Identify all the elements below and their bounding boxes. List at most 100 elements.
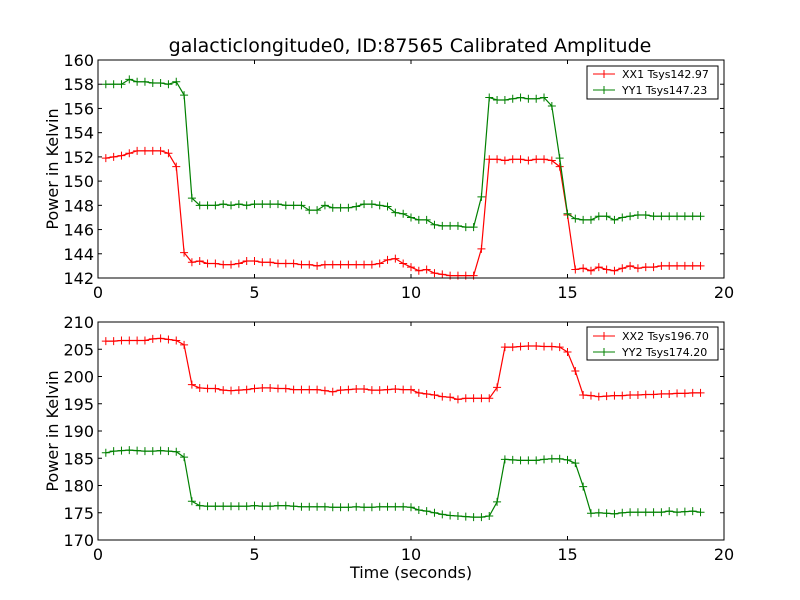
top-series-1-point [477,244,486,253]
top-series-2-point [540,93,549,102]
bottom-series-1-point [289,385,298,394]
bottom-series-2-point [391,502,400,511]
bottom-series-1-point [602,392,611,401]
bottom-series-2-point [665,507,674,516]
bottom-series-layer [101,334,705,522]
bottom-series-1-point [180,340,189,349]
bottom-series-1-point [626,391,635,400]
top-series-2-point [367,200,376,209]
bottom-series-1-point [407,385,415,394]
top-series-2-point [289,201,298,210]
bottom-series-2-point [688,507,697,516]
top-legend-box [586,65,719,100]
top-series-1-point [579,264,588,273]
bottom-x-tick-label: 20 [714,545,734,564]
top-series-2-point [493,95,502,104]
bottom-subplot: 0 5 10 15 20 170 175 180 185 190 195 200 205 210 Powe… [43,313,734,582]
bottom-legend-label-yy2: YY2 Tsys174.20 [621,346,707,359]
top-x-tick-label: 0 [93,283,103,302]
bottom-series-1-point [571,367,580,376]
bottom-series-2-point [352,502,361,511]
bottom-legend: XX2 Tsys196.70 YY2 Tsys174.20 [586,326,719,361]
top-y-tick-label: 144 [63,245,94,264]
top-series-2-point [109,80,118,89]
top-series-2-point [352,202,361,211]
top-legend-label-yy1: YY1 Tsys147.23 [621,84,707,97]
bottom-series-1-point [438,392,447,401]
top-series-2-point [227,201,236,210]
top-series-2-point [438,221,447,230]
bottom-series-2-point [172,447,181,456]
top-x-tick-label: 20 [714,283,734,302]
top-series-2-point [547,102,556,111]
bottom-series-2-point [626,508,635,517]
bottom-series-2-point [657,508,666,517]
bottom-series-1-point [461,394,470,403]
top-series-2-point [649,212,658,221]
top-series-2-point [461,223,470,232]
top-series-2-point [633,211,642,220]
top-series-1-point [367,260,376,269]
bottom-series-1-point [469,394,478,403]
top-series-1-point [360,260,369,269]
bottom-series-2-point [493,497,502,506]
top-series-1-point [305,260,314,269]
top-x-tick-label: 5 [249,283,259,302]
bottom-series-1-point [305,385,314,394]
top-series-2-point [571,214,580,223]
bottom-series-2-point [524,456,533,465]
bottom-series-2-point [563,455,572,464]
bottom-series-1-point [383,385,392,394]
bottom-series-1-point [156,334,165,343]
top-series-1-point [407,263,415,272]
top-series-1-point [258,258,267,267]
bottom-series-1-point [164,335,173,344]
top-series-2-point [203,201,212,210]
bottom-series-2-point [156,446,165,455]
bottom-series-1-point [133,336,142,345]
bottom-series-1-point [500,343,509,352]
top-series-2-point [187,194,196,203]
top-series-1-point [602,265,611,274]
top-series-1-point [571,265,580,274]
bottom-series-2-point [195,501,204,510]
top-series-1-point [383,255,392,264]
bottom-series-1-point [203,384,212,393]
top-series-2-point [313,206,322,215]
top-series-1-point [586,266,595,275]
top-series-1-point [680,261,689,270]
top-series-1-point [273,259,282,268]
bottom-series-2-point [579,482,588,491]
bottom-series-1-point [211,384,220,393]
top-series-1-point [633,264,642,273]
top-series-1-point [696,261,705,270]
top-series-1-point [352,260,361,269]
top-series-2-point [281,201,290,210]
bottom-legend-box [586,326,719,361]
top-series-2-point [673,212,682,221]
bottom-series-2-point [148,447,157,456]
bottom-series-2-point [516,456,525,465]
bottom-series-2-point [336,503,345,512]
bottom-series-2-point [273,501,282,510]
top-series-1-point [187,258,196,267]
top-series-1-point [289,259,298,268]
bottom-series-1-point [352,385,361,394]
bottom-x-tick-label: 15 [557,545,577,564]
bottom-x-tick-label: 5 [249,545,259,564]
bottom-series-2-point [360,503,369,512]
bottom-series-1-point [250,384,259,393]
top-series-2-point [641,211,650,220]
top-series-2-point [242,201,251,210]
top-series-2-point [344,203,353,212]
top-series-2-point [383,202,392,211]
top-series-1-point [281,259,290,268]
bottom-series-1-point [273,384,282,393]
top-series-1-point [665,261,674,270]
bottom-series-2-point [242,502,251,511]
top-legend-label-xx1: XX1 Tsys142.97 [622,68,709,81]
bottom-legend-marker-xx2 [600,332,608,340]
bottom-series-2-point [477,513,486,522]
bottom-series-1-point [563,347,572,356]
top-series-1-point [250,257,259,266]
